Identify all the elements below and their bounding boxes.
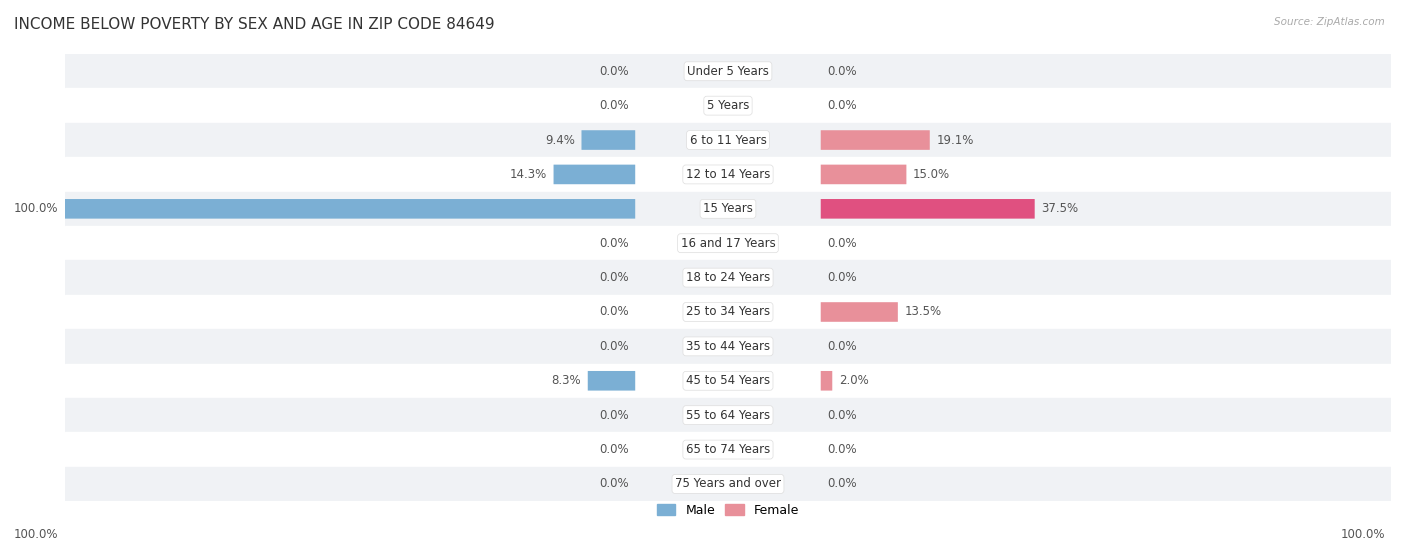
Text: 0.0%: 0.0% xyxy=(827,443,858,456)
Text: 0.0%: 0.0% xyxy=(827,99,858,112)
Text: 100.0%: 100.0% xyxy=(14,528,59,541)
Text: 12 to 14 Years: 12 to 14 Years xyxy=(686,168,770,181)
Text: 0.0%: 0.0% xyxy=(599,408,628,422)
Bar xyxy=(65,226,1391,261)
Bar xyxy=(65,89,1391,123)
Text: 14.3%: 14.3% xyxy=(510,168,547,181)
Text: 0.0%: 0.0% xyxy=(827,237,858,250)
Text: 0.0%: 0.0% xyxy=(827,340,858,353)
Text: 18 to 24 Years: 18 to 24 Years xyxy=(686,271,770,284)
Text: 19.1%: 19.1% xyxy=(936,133,974,147)
Text: 45 to 54 Years: 45 to 54 Years xyxy=(686,374,770,387)
FancyBboxPatch shape xyxy=(821,371,832,391)
FancyBboxPatch shape xyxy=(554,165,636,184)
Text: 0.0%: 0.0% xyxy=(599,340,628,353)
Text: 100.0%: 100.0% xyxy=(1340,528,1385,541)
Bar xyxy=(65,191,1391,226)
FancyBboxPatch shape xyxy=(582,130,636,150)
FancyBboxPatch shape xyxy=(588,371,636,391)
Text: 0.0%: 0.0% xyxy=(599,443,628,456)
Text: 0.0%: 0.0% xyxy=(599,99,628,112)
Text: 100.0%: 100.0% xyxy=(14,203,58,215)
Text: 6 to 11 Years: 6 to 11 Years xyxy=(689,133,766,147)
Text: 37.5%: 37.5% xyxy=(1042,203,1078,215)
FancyBboxPatch shape xyxy=(821,199,1035,219)
Text: 0.0%: 0.0% xyxy=(827,65,858,78)
Bar xyxy=(65,123,1391,157)
FancyBboxPatch shape xyxy=(821,302,898,322)
Text: 8.3%: 8.3% xyxy=(551,374,581,387)
Bar xyxy=(65,261,1391,295)
Text: 9.4%: 9.4% xyxy=(546,133,575,147)
Text: 0.0%: 0.0% xyxy=(599,305,628,319)
Bar xyxy=(65,329,1391,364)
Text: 65 to 74 Years: 65 to 74 Years xyxy=(686,443,770,456)
Text: 2.0%: 2.0% xyxy=(839,374,869,387)
FancyBboxPatch shape xyxy=(65,199,636,219)
Text: Source: ZipAtlas.com: Source: ZipAtlas.com xyxy=(1274,17,1385,27)
Text: 16 and 17 Years: 16 and 17 Years xyxy=(681,237,775,250)
Text: 0.0%: 0.0% xyxy=(599,237,628,250)
Bar xyxy=(65,398,1391,432)
Bar xyxy=(65,364,1391,398)
Text: 35 to 44 Years: 35 to 44 Years xyxy=(686,340,770,353)
Text: 55 to 64 Years: 55 to 64 Years xyxy=(686,408,770,422)
Bar xyxy=(65,432,1391,466)
FancyBboxPatch shape xyxy=(821,165,907,184)
Text: 15.0%: 15.0% xyxy=(912,168,950,181)
Bar xyxy=(65,157,1391,191)
Text: 13.5%: 13.5% xyxy=(904,305,942,319)
Text: 0.0%: 0.0% xyxy=(599,478,628,490)
Text: 0.0%: 0.0% xyxy=(827,271,858,284)
Text: Under 5 Years: Under 5 Years xyxy=(688,65,769,78)
Text: 0.0%: 0.0% xyxy=(599,271,628,284)
Text: 0.0%: 0.0% xyxy=(599,65,628,78)
Text: INCOME BELOW POVERTY BY SEX AND AGE IN ZIP CODE 84649: INCOME BELOW POVERTY BY SEX AND AGE IN Z… xyxy=(14,17,495,32)
Text: 0.0%: 0.0% xyxy=(827,478,858,490)
Text: 15 Years: 15 Years xyxy=(703,203,752,215)
Bar xyxy=(65,295,1391,329)
Text: 75 Years and over: 75 Years and over xyxy=(675,478,780,490)
Bar xyxy=(65,466,1391,501)
FancyBboxPatch shape xyxy=(821,130,929,150)
Legend: Male, Female: Male, Female xyxy=(651,499,804,522)
Text: 5 Years: 5 Years xyxy=(707,99,749,112)
Bar xyxy=(65,54,1391,89)
Text: 0.0%: 0.0% xyxy=(827,408,858,422)
Text: 25 to 34 Years: 25 to 34 Years xyxy=(686,305,770,319)
